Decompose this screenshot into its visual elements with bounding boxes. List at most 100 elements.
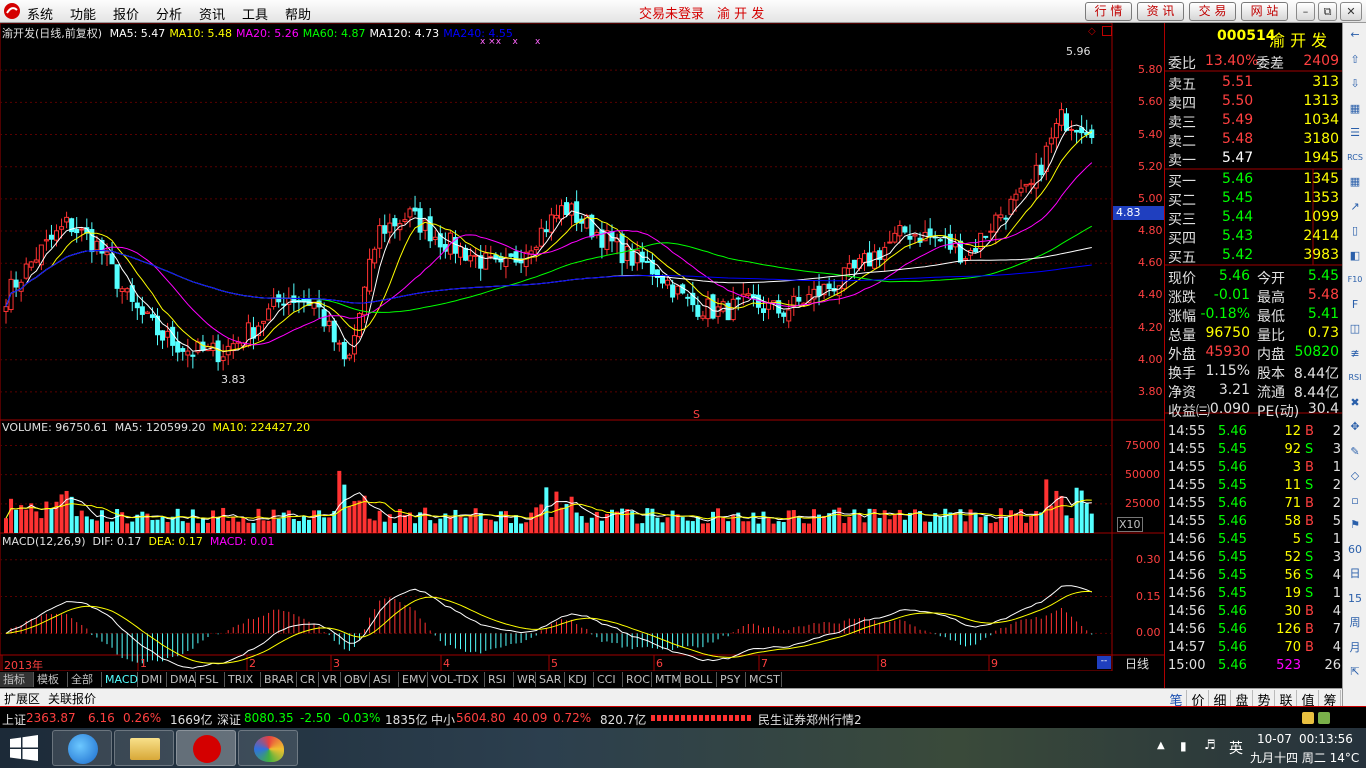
up-arrow-icon[interactable]: ⇧ [1350, 52, 1360, 66]
taskbar-stock-app[interactable] [176, 730, 236, 766]
layout-icon[interactable]: ◧ [1349, 248, 1361, 262]
scroll-indicator[interactable]: -- [1097, 656, 1111, 669]
menu-quote[interactable]: 报价 [113, 8, 140, 23]
indicator-tab-kdj[interactable]: KDJ [565, 672, 594, 687]
menu-system[interactable]: 系统 [27, 8, 54, 23]
info-icon[interactable] [1318, 712, 1330, 724]
indicator-tab-wr[interactable]: WR [514, 672, 536, 687]
quote-button[interactable]: 行 情 [1085, 2, 1132, 21]
indicator-tab-brar[interactable]: BRAR [261, 672, 297, 687]
panel-tab-1[interactable]: 价 [1188, 690, 1209, 709]
indicator-tab-roc[interactable]: ROC [623, 672, 652, 687]
list-icon[interactable]: ☰ [1350, 126, 1360, 139]
taskbar-browser[interactable] [52, 730, 112, 766]
period-label[interactable]: 日线 [1125, 657, 1150, 671]
table-icon[interactable]: ▦ [1349, 175, 1361, 188]
taskbar-date[interactable]: 10-07 [1257, 732, 1292, 746]
network-icon[interactable]: ▮ [1180, 739, 1187, 753]
month-icon[interactable]: 月 [1349, 640, 1361, 654]
number-60-icon[interactable]: 60 [1348, 542, 1362, 556]
news-button[interactable]: 资 讯 [1137, 2, 1184, 21]
sz-index-label[interactable]: 深证 [217, 713, 242, 727]
calc-icon[interactable]: ▫ [1351, 493, 1359, 507]
indicator-tab-rsi[interactable]: RSI [485, 672, 514, 687]
time-axis-label: 2 [249, 657, 256, 670]
indicator-tab-指标[interactable]: 指标 [0, 672, 34, 687]
panel-tab-6[interactable]: 值 [1298, 690, 1319, 709]
number-15-icon[interactable]: 15 [1348, 591, 1362, 605]
chart-line-icon[interactable]: ↗ [1350, 199, 1360, 213]
trade-button[interactable]: 交 易 [1189, 2, 1236, 21]
indicator-tab-mtm[interactable]: MTM [652, 672, 681, 687]
lock-icon[interactable] [1302, 712, 1314, 724]
indicator-tab-sar[interactable]: SAR [536, 672, 565, 687]
start-icon[interactable] [10, 735, 38, 761]
indicator-tab-mcst[interactable]: MCST [746, 672, 782, 687]
restore-icon[interactable]: ⧉ [1318, 2, 1337, 21]
panel-tab-5[interactable]: 联 [1276, 690, 1297, 709]
menu-help[interactable]: 帮助 [285, 8, 312, 23]
taskbar-explorer[interactable] [114, 730, 174, 766]
chart-area[interactable]: 渝开发(日线,前复权) MA5: 5.47 MA10: 5.48 MA20: 5.2… [0, 23, 1164, 688]
sh-index-label[interactable]: 上证 [2, 713, 27, 727]
indicator-tab-psy[interactable]: PSY [717, 672, 746, 687]
indicator-tab-cci[interactable]: CCI [594, 672, 623, 687]
related-quote-link[interactable]: 关联报价 [48, 692, 97, 706]
menu-tools[interactable]: 工具 [242, 8, 269, 23]
indicator-tab-vr[interactable]: VR [319, 672, 341, 687]
panel-tab-2[interactable]: 细 [1210, 690, 1231, 709]
taskbar-paint[interactable] [238, 730, 298, 766]
back-arrow-icon[interactable]: ← [1350, 28, 1360, 41]
volume-icon[interactable]: ♬ [1204, 738, 1216, 753]
menu-info[interactable]: 资讯 [199, 8, 226, 23]
indicator-tab-vol-tdx[interactable]: VOL-TDX [428, 672, 485, 687]
close-icon[interactable]: ✕ [1340, 2, 1362, 21]
tray-expand-icon[interactable]: ▲ [1157, 740, 1165, 751]
move-icon[interactable]: ✥ [1350, 420, 1360, 433]
kline-chart[interactable] [0, 23, 1164, 671]
week-icon[interactable]: 周 [1349, 616, 1361, 629]
rsi-icon[interactable]: RSI [1348, 373, 1362, 382]
indicator-tab-dma[interactable]: DMA [167, 672, 196, 687]
panel-tab-4[interactable]: 势 [1254, 690, 1275, 709]
diamond-icon[interactable]: ◇ [1088, 26, 1096, 37]
grid-icon[interactable]: ▦ [1349, 101, 1361, 115]
rcs-icon[interactable]: RCS [1347, 152, 1363, 162]
mark-icon[interactable]: ⚑ [1350, 518, 1360, 531]
menu-analysis[interactable]: 分析 [156, 8, 183, 23]
zx-index-label[interactable]: 中小 [431, 713, 456, 727]
ime-indicator[interactable]: 英 [1229, 741, 1243, 757]
day-icon[interactable]: 日 [1349, 567, 1361, 580]
flow-icon[interactable]: ◫ [1349, 322, 1361, 335]
panel-tab-3[interactable]: 盘 [1232, 690, 1253, 709]
panel-tab-0[interactable]: 笔 [1166, 690, 1187, 709]
panel-tab-7[interactable]: 筹 [1320, 690, 1341, 709]
indicator-tab-asi[interactable]: ASI [370, 672, 399, 687]
down-arrow-icon[interactable]: ⇩ [1350, 77, 1360, 90]
website-button[interactable]: 网 站 [1241, 2, 1288, 21]
indicator-tab-macd[interactable]: MACD [102, 672, 138, 687]
cross-icon[interactable]: ✖ [1350, 395, 1360, 409]
indicator-tab-fsl[interactable]: FSL [196, 672, 225, 687]
app-logo-icon[interactable] [3, 2, 21, 20]
indicator-tab-dmi[interactable]: DMI [138, 672, 167, 687]
pencil-icon[interactable]: ✎ [1350, 444, 1360, 458]
taskbar-time[interactable]: 00:13:56 [1299, 732, 1353, 746]
fund-icon[interactable]: F [1351, 297, 1359, 311]
indicator-tab-obv[interactable]: OBV [341, 672, 370, 687]
indicator-tab-emv[interactable]: EMV [399, 672, 428, 687]
indicator-tab-cr[interactable]: CR [297, 672, 319, 687]
minimize-icon[interactable]: – [1296, 2, 1315, 21]
indicator-tab-boll[interactable]: BOLL [681, 672, 717, 687]
shape-icon[interactable]: ◇ [1350, 469, 1360, 482]
candle-icon[interactable]: ▯ [1351, 224, 1359, 237]
extension-area-link[interactable]: 扩展区 [4, 692, 41, 706]
indicator-tab-全部[interactable]: 全部 [68, 672, 102, 687]
expand-icon[interactable]: ⇱ [1350, 665, 1360, 678]
toggle-icon[interactable] [1102, 26, 1112, 36]
f10-icon[interactable]: F10 [1347, 275, 1363, 284]
indicator-tab-trix[interactable]: TRIX [225, 672, 261, 687]
trend-icon[interactable]: ≇ [1350, 346, 1360, 360]
menu-function[interactable]: 功能 [70, 8, 97, 23]
indicator-tab-模板[interactable]: 模板 [34, 672, 68, 687]
